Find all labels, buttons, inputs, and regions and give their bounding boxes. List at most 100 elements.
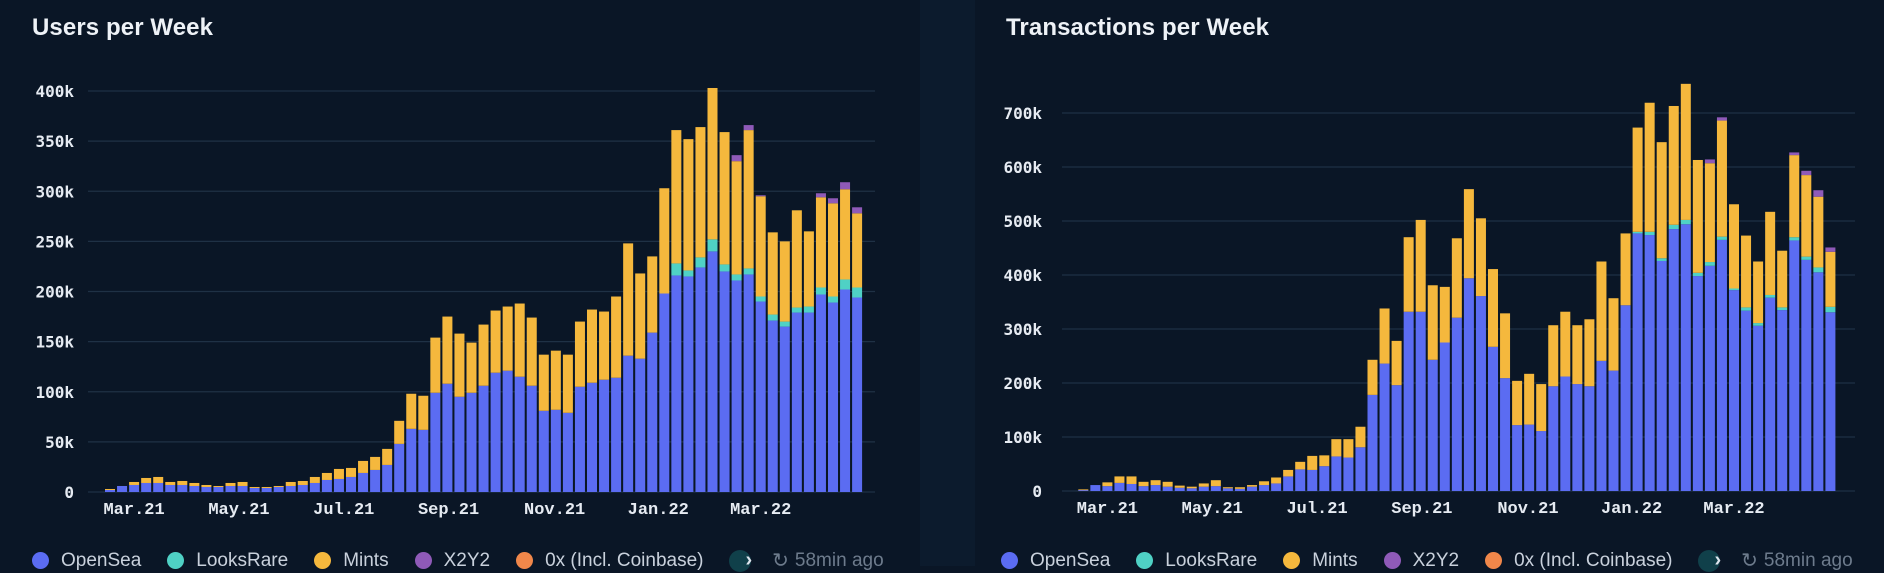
bar-segment-mints[interactable] [1186, 486, 1197, 489]
bar-segment-opensea[interactable] [490, 372, 501, 492]
bar-segment-mints[interactable] [1536, 384, 1547, 432]
bar-segment-opensea[interactable] [1596, 360, 1607, 491]
bar-segment-x2y2[interactable] [815, 193, 826, 198]
bar-segment-mints[interactable] [1632, 127, 1643, 232]
bar-segment-mints[interactable] [1560, 311, 1571, 377]
bar-segment-opensea[interactable] [1753, 325, 1764, 491]
bar-segment-mints[interactable] [370, 456, 381, 470]
bar-segment-mints[interactable] [803, 231, 814, 307]
bar-segment-mints[interactable] [695, 127, 706, 258]
bar-segment-opensea[interactable] [1512, 425, 1523, 491]
bar-segment-opensea[interactable] [1548, 386, 1559, 491]
bar-segment-mints[interactable] [285, 481, 296, 486]
bar-segment-opensea[interactable] [1210, 486, 1221, 491]
bar-segment-looksrare[interactable] [1656, 258, 1667, 261]
bar-segment-opensea[interactable] [562, 412, 573, 492]
bar-segment-opensea[interactable] [382, 464, 393, 492]
bar-segment-opensea[interactable] [1234, 488, 1245, 491]
bar-segment-looksrare[interactable] [828, 296, 838, 303]
bar-segment-mints[interactable] [1741, 235, 1752, 308]
bar-segment-opensea[interactable] [1102, 486, 1113, 491]
bar-segment-mints[interactable] [635, 273, 646, 359]
bar-segment-mints[interactable] [105, 488, 115, 490]
bar-segment-looksrare[interactable] [755, 296, 766, 302]
bar-segment-mints[interactable] [333, 468, 344, 479]
bar-segment-opensea[interactable] [1500, 378, 1511, 491]
bar-segment-mints[interactable] [309, 476, 320, 483]
bar-segment-mints[interactable] [273, 485, 284, 487]
bar-segment-opensea[interactable] [502, 370, 513, 492]
bar-segment-mints[interactable] [828, 203, 838, 297]
bar-segment-opensea[interactable] [1439, 342, 1450, 492]
bar-segment-opensea[interactable] [261, 487, 272, 492]
bar-segment-mints[interactable] [297, 480, 308, 485]
bar-segment-opensea[interactable] [478, 385, 489, 492]
bar-segment-mints[interactable] [1692, 159, 1703, 273]
bar-segment-opensea[interactable] [466, 392, 477, 492]
bar-segment-mints[interactable] [1391, 340, 1402, 386]
bar-segment-opensea[interactable] [611, 377, 622, 492]
bar-segment-mints[interactable] [852, 213, 863, 288]
bar-segment-mints[interactable] [1524, 373, 1535, 425]
bar-segment-opensea[interactable] [394, 443, 405, 492]
bar-segment-opensea[interactable] [514, 376, 525, 492]
bar-segment-mints[interactable] [1608, 298, 1619, 371]
bar-segment-mints[interactable] [382, 448, 393, 465]
bar-segment-mints[interactable] [574, 321, 585, 387]
bar-segment-mints[interactable] [1765, 211, 1776, 295]
bar-segment-mints[interactable] [611, 296, 622, 378]
bar-segment-opensea[interactable] [201, 486, 212, 492]
bar-segment-mints[interactable] [671, 130, 682, 264]
bar-segment-mints[interactable] [394, 420, 405, 444]
bar-segment-looksrare[interactable] [1632, 231, 1643, 234]
bar-segment-mints[interactable] [502, 306, 513, 371]
bar-segment-mints[interactable] [141, 477, 152, 483]
bar-segment-opensea[interactable] [309, 482, 320, 492]
bar-segment-looksrare[interactable] [719, 264, 730, 272]
bar-segment-x2y2[interactable] [731, 155, 742, 162]
bar-segment-mints[interactable] [358, 460, 369, 473]
bar-segment-looksrare[interactable] [707, 239, 718, 252]
bar-segment-mints[interactable] [1174, 485, 1185, 488]
legend-item-looksrare[interactable]: LooksRare [167, 550, 288, 572]
bar-segment-opensea[interactable] [815, 294, 826, 492]
bar-segment-opensea[interactable] [1259, 485, 1270, 491]
bar-segment-mints[interactable] [1825, 251, 1836, 307]
bar-segment-mints[interactable] [743, 130, 754, 269]
bar-segment-opensea[interactable] [683, 276, 694, 492]
bar-segment-opensea[interactable] [273, 486, 284, 492]
bar-segment-opensea[interactable] [1716, 239, 1727, 491]
bar-segment-mints[interactable] [1295, 461, 1306, 470]
bar-segment-opensea[interactable] [1126, 483, 1137, 491]
bar-segment-opensea[interactable] [1451, 317, 1462, 491]
bar-segment-opensea[interactable] [671, 275, 682, 492]
bar-segment-opensea[interactable] [1488, 346, 1498, 491]
bar-segment-opensea[interactable] [333, 478, 344, 492]
bar-segment-mints[interactable] [1680, 83, 1691, 220]
bar-segment-opensea[interactable] [828, 302, 838, 492]
bar-segment-mints[interactable] [1355, 426, 1366, 448]
bar-segment-opensea[interactable] [1138, 486, 1149, 491]
bar-segment-mints[interactable] [562, 354, 573, 413]
bar-segment-opensea[interactable] [442, 383, 453, 492]
bar-segment-opensea[interactable] [647, 332, 658, 492]
bar-segment-opensea[interactable] [249, 487, 260, 492]
bar-segment-opensea[interactable] [1692, 276, 1703, 491]
bar-segment-opensea[interactable] [659, 293, 670, 492]
bar-segment-mints[interactable] [1114, 476, 1125, 483]
bar-segment-opensea[interactable] [1283, 476, 1294, 491]
bar-segment-opensea[interactable] [1777, 310, 1788, 491]
bar-segment-opensea[interactable] [1415, 311, 1426, 491]
bar-segment-opensea[interactable] [1765, 297, 1776, 491]
bar-segment-opensea[interactable] [189, 485, 200, 492]
legend-item-mints[interactable]: Mints [314, 550, 389, 572]
bar-segment-mints[interactable] [1596, 261, 1607, 361]
bar-segment-opensea[interactable] [285, 485, 296, 492]
bar-segment-opensea[interactable] [1162, 486, 1173, 491]
bar-segment-mints[interactable] [1704, 163, 1715, 263]
legend-item-opensea[interactable]: OpenSea [1001, 550, 1110, 572]
bar-segment-mints[interactable] [599, 311, 610, 380]
bar-segment-mints[interactable] [719, 132, 730, 265]
legend-item-0x[interactable]: 0x (Incl. Coinbase) [1485, 550, 1672, 572]
bar-segment-opensea[interactable] [153, 482, 164, 492]
